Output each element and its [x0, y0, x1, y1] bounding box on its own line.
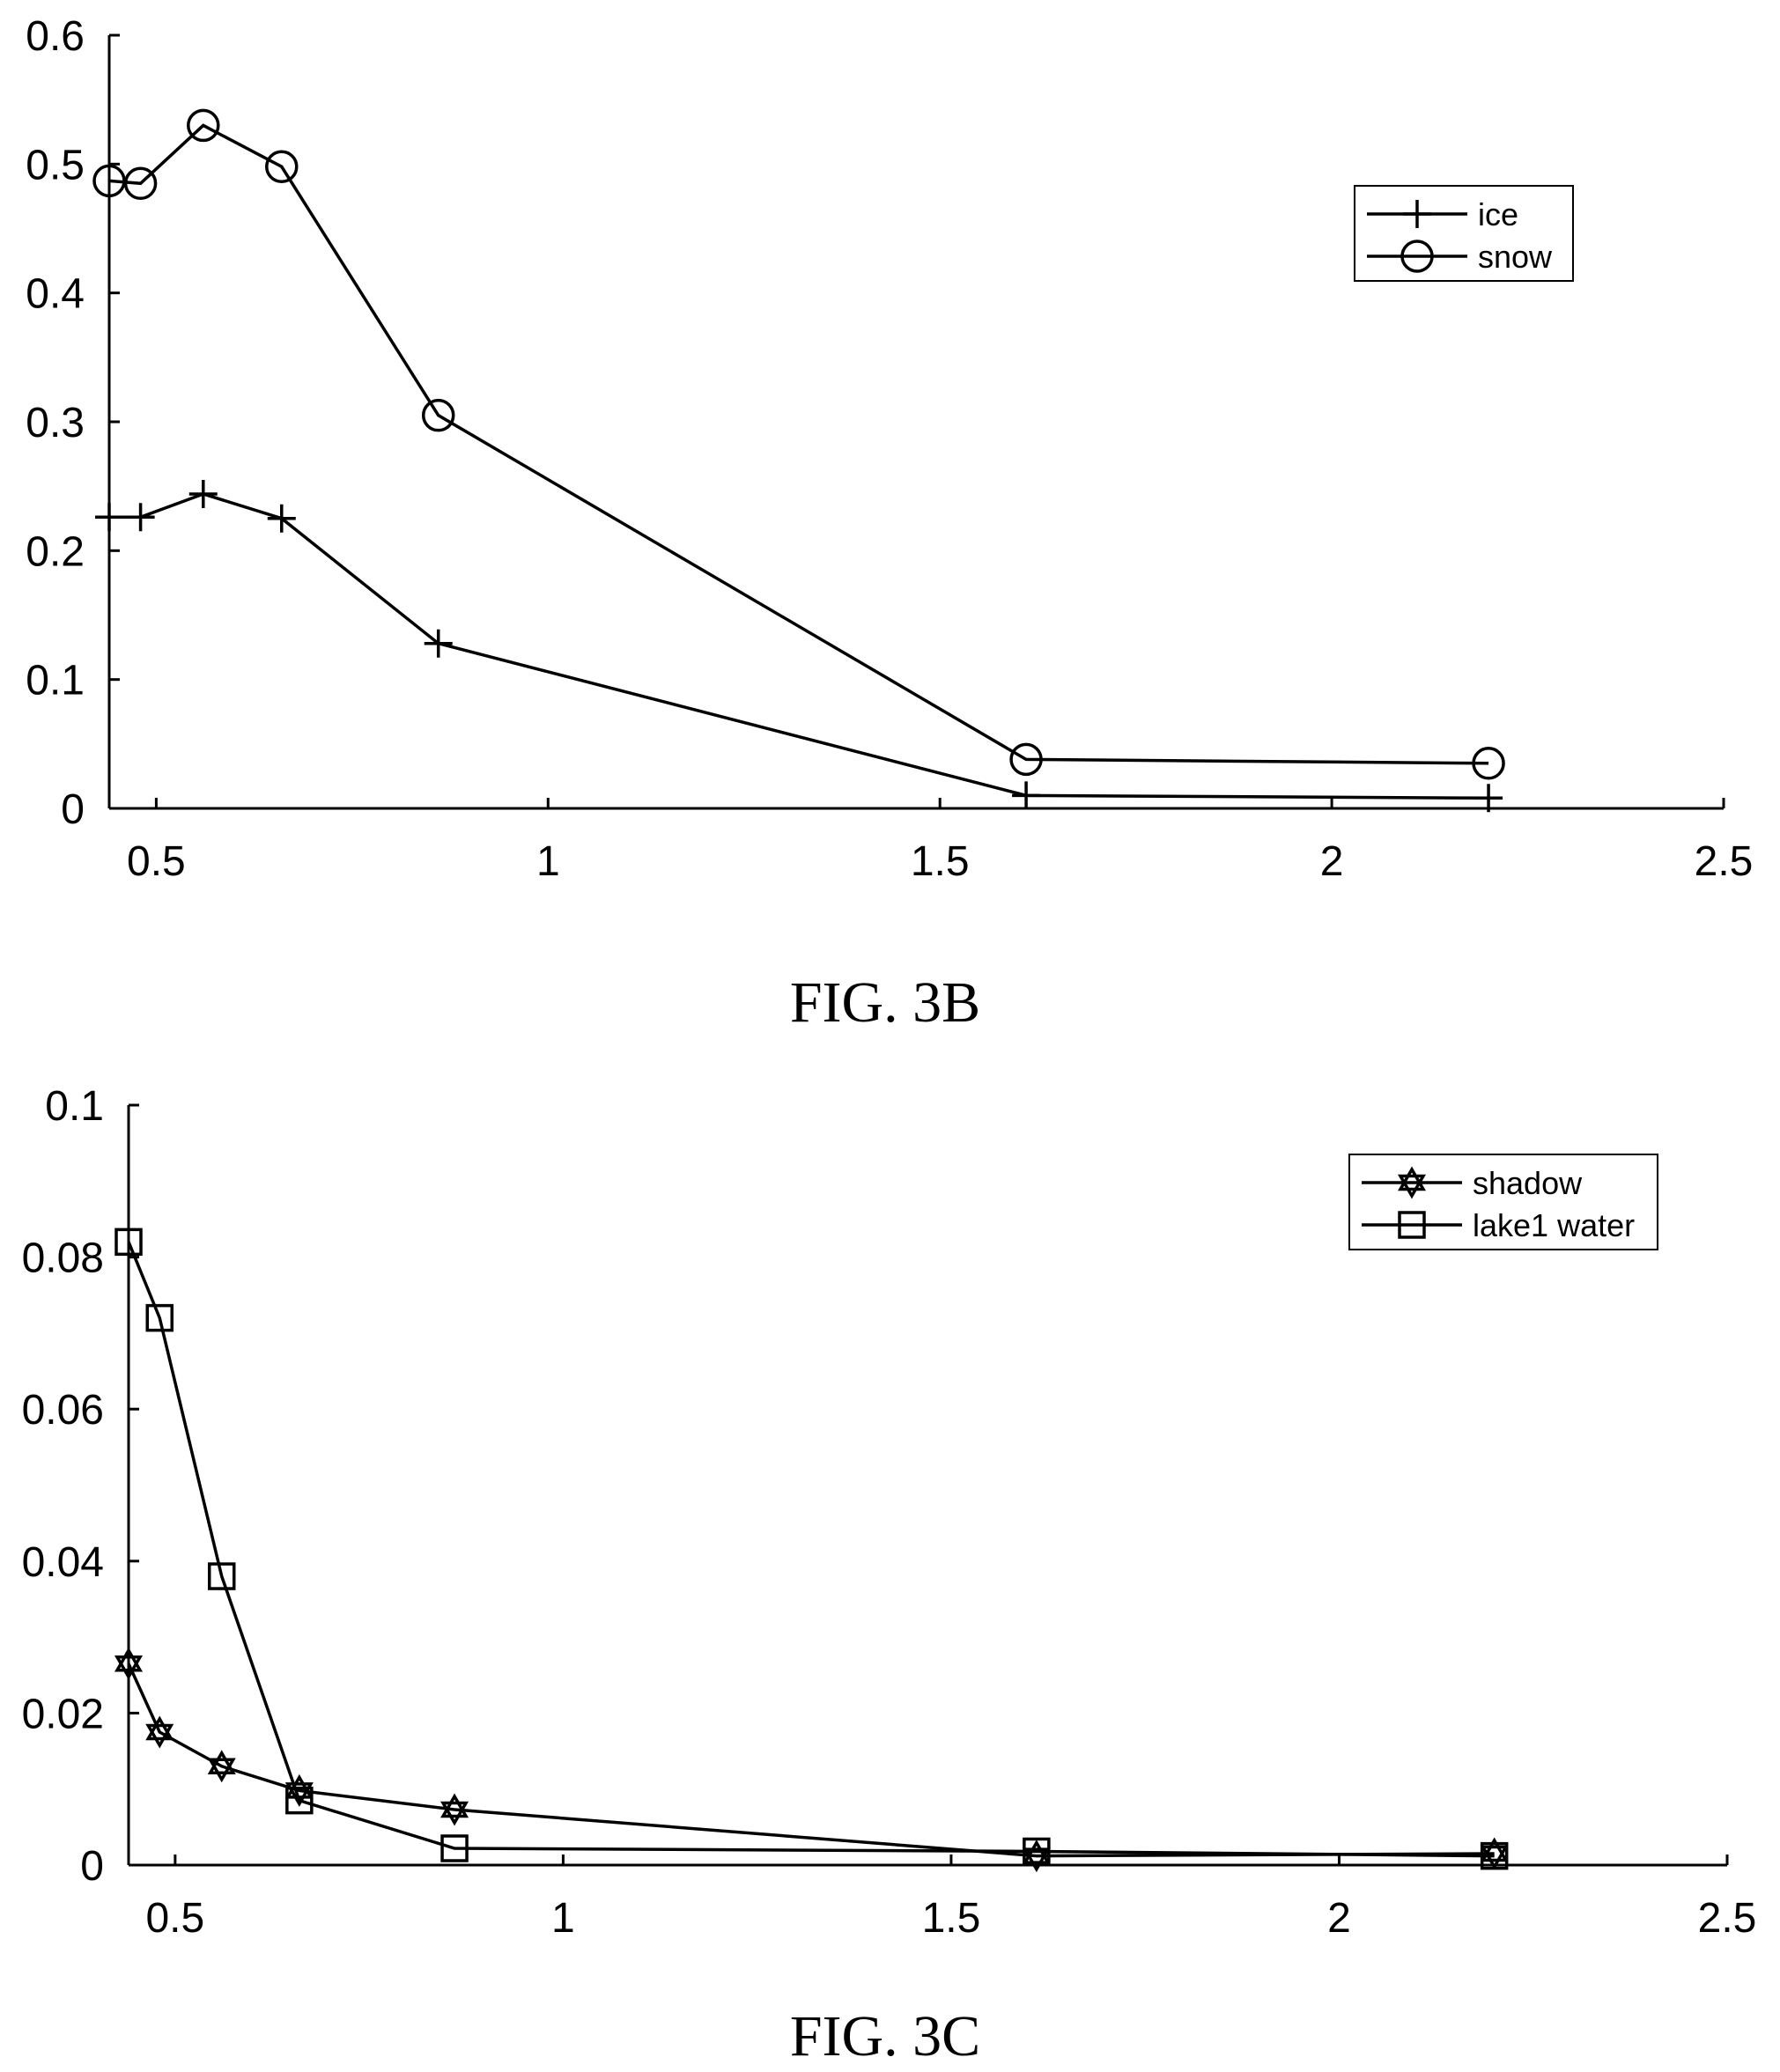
y-tick-label: 0.3 — [26, 400, 85, 446]
legend: shadow lake1 water — [1348, 1154, 1658, 1250]
data-point-square-marker — [1480, 1841, 1509, 1870]
x-tick-label: 2.5 — [1695, 838, 1754, 885]
y-tick-label: 0.4 — [26, 271, 85, 318]
data-point-circle-marker — [92, 164, 126, 198]
y-tick-label: 0.06 — [22, 1387, 104, 1434]
data-point-circle-marker — [123, 166, 158, 201]
figure-caption: FIG. 3B — [790, 970, 980, 1035]
data-point-plus-marker — [126, 503, 155, 532]
data-point-circle-marker — [1009, 742, 1043, 777]
data-point-star-marker — [145, 1715, 174, 1749]
legend-label: shadow — [1473, 1165, 1583, 1201]
data-point-circle-marker — [265, 150, 299, 184]
data-point-star-marker — [114, 1647, 144, 1680]
data-point-star-marker — [440, 1793, 469, 1826]
x-tick-label: 1 — [536, 838, 560, 885]
legend-label: ice — [1478, 196, 1518, 232]
data-point-plus-marker — [188, 479, 218, 508]
y-tick-label: 0.1 — [26, 658, 85, 704]
x-tick-label: 2.5 — [1698, 1895, 1757, 1942]
legend-box — [1354, 185, 1574, 282]
y-tick-label: 0.1 — [45, 1083, 104, 1130]
x-tick-label: 2 — [1320, 838, 1344, 885]
data-point-square-marker — [207, 1562, 236, 1590]
data-point-plus-marker — [1474, 784, 1503, 813]
legend-square-marker — [1398, 1211, 1426, 1239]
chart-fig-3c: 0 0.02 0.04 0.06 0.08 0.1 0.5 1 1.5 2 2.5 shadow lak… — [22, 1083, 1757, 2068]
series-line-lake1-water — [127, 1241, 1495, 1858]
x-tick-label: 1.5 — [922, 1895, 981, 1942]
data-point-square-marker — [440, 1834, 469, 1862]
legend-plus-marker — [1403, 200, 1431, 228]
data-point-circle-marker — [187, 108, 220, 143]
series-line-ice — [109, 492, 1489, 800]
x-tick-label: 1 — [551, 1895, 575, 1942]
y-tick-label: 0 — [61, 786, 85, 833]
x-tick-label: 0.5 — [145, 1895, 204, 1942]
y-tick-label: 0.02 — [22, 1691, 104, 1737]
data-point-plus-marker — [424, 629, 453, 658]
x-tick-label: 2 — [1327, 1895, 1351, 1942]
x-tick-label: 0.5 — [127, 838, 186, 885]
y-tick-label: 0.04 — [22, 1539, 104, 1586]
data-point-square-marker — [1023, 1837, 1051, 1866]
chart-fig-3b: 0 0.1 0.2 0.3 0.4 0.5 0.6 0.5 1 1.5 2 2.5 ice snow FIG… — [26, 13, 1753, 1035]
y-tick-label: 0 — [80, 1843, 104, 1890]
data-point-square-marker — [285, 1786, 314, 1815]
data-point-star-marker — [207, 1750, 236, 1783]
legend-label: lake1 water — [1473, 1207, 1635, 1243]
data-point-square-marker — [114, 1228, 143, 1257]
y-tick-label: 0.6 — [26, 13, 85, 60]
figure-caption: FIG. 3C — [790, 2004, 980, 2068]
data-point-plus-marker — [267, 504, 296, 533]
legend-star-marker — [1397, 1166, 1427, 1199]
legend-label: snow — [1478, 239, 1553, 275]
y-tick-label: 0.08 — [22, 1235, 104, 1282]
data-point-plus-marker — [95, 503, 123, 532]
data-point-square-marker — [145, 1303, 174, 1332]
y-tick-label: 0.5 — [26, 142, 85, 188]
series-line-snow — [108, 123, 1489, 765]
legend-circle-marker — [1400, 240, 1434, 273]
y-tick-label: 0.2 — [26, 528, 85, 575]
x-tick-label: 1.5 — [911, 838, 970, 885]
data-point-circle-marker — [421, 398, 455, 432]
data-point-circle-marker — [1472, 747, 1505, 780]
legend: ice snow — [1354, 185, 1574, 282]
data-point-plus-marker — [1012, 781, 1041, 810]
series-line-shadow — [127, 1663, 1495, 1858]
